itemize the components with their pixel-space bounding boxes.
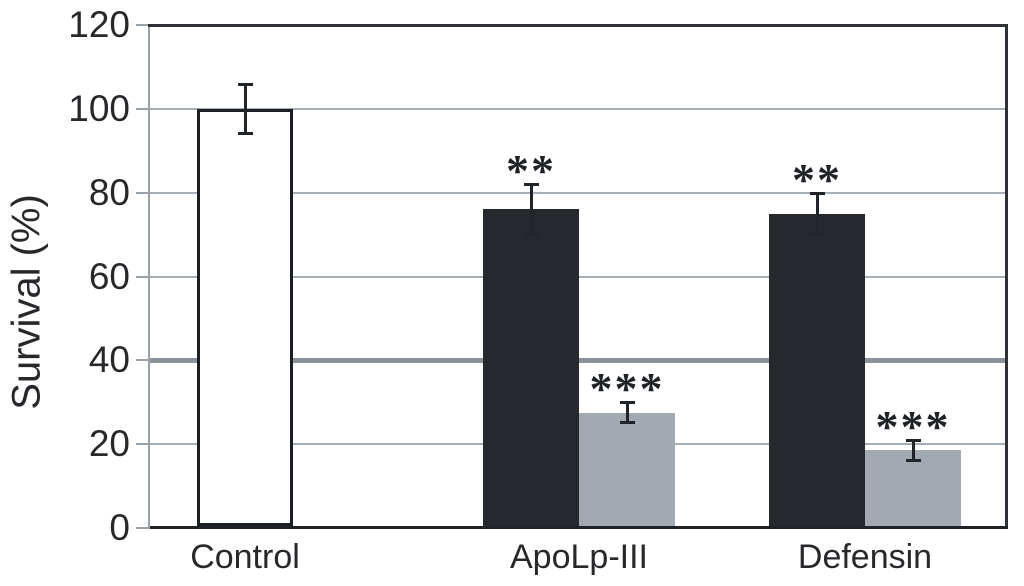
- error-bar-cap: [619, 421, 635, 425]
- x-category-label: Defensin: [797, 538, 933, 576]
- x-category-label: Control: [190, 538, 300, 576]
- y-tick-label: 20: [88, 423, 130, 465]
- y-gridline: [150, 107, 1008, 110]
- y-tick-label: 100: [68, 87, 130, 129]
- error-bar: [815, 192, 819, 235]
- error-bar-cap: [809, 232, 825, 236]
- error-bar: [911, 439, 915, 461]
- bar: [579, 412, 675, 526]
- error-bar-cap: [237, 131, 253, 135]
- y-gridline: [150, 357, 1008, 363]
- plot-border-top: [148, 24, 1008, 27]
- significance-annotation: ***: [589, 363, 665, 415]
- plot-border-right: [1005, 24, 1008, 529]
- y-tick: [136, 359, 150, 362]
- error-bar-cap: [619, 401, 635, 405]
- y-tick-label: 80: [88, 171, 130, 213]
- error-bar: [243, 83, 247, 134]
- y-tick: [136, 275, 150, 278]
- y-tick-label: 40: [88, 339, 130, 381]
- significance-annotation: **: [792, 153, 842, 205]
- error-bar-cap: [237, 82, 253, 86]
- y-tick: [136, 443, 150, 446]
- y-tick: [136, 191, 150, 194]
- error-bar-cap: [523, 232, 539, 236]
- bar: [197, 108, 293, 526]
- significance-annotation: **: [506, 145, 556, 197]
- y-gridline: [150, 191, 1008, 194]
- y-axis-line: [148, 25, 150, 528]
- error-bar-cap: [809, 191, 825, 195]
- bar: [769, 213, 865, 526]
- error-bar: [529, 184, 533, 235]
- error-bar-cap: [523, 183, 539, 187]
- y-tick: [136, 107, 150, 110]
- error-bar-cap: [905, 458, 921, 462]
- y-tick: [136, 24, 150, 26]
- y-tick-label: 60: [88, 255, 130, 297]
- y-tick-label: 120: [68, 4, 130, 45]
- x-axis-line: [150, 526, 1008, 529]
- x-category-label: ApoLp-III: [510, 538, 648, 576]
- y-tick: [136, 527, 150, 529]
- significance-annotation: ***: [875, 400, 951, 452]
- error-bar: [625, 402, 629, 424]
- bar: [483, 209, 579, 526]
- error-bar-cap: [905, 438, 921, 442]
- y-gridline: [150, 275, 1008, 278]
- bar: [865, 450, 961, 526]
- y-tick-label: 0: [109, 507, 130, 548]
